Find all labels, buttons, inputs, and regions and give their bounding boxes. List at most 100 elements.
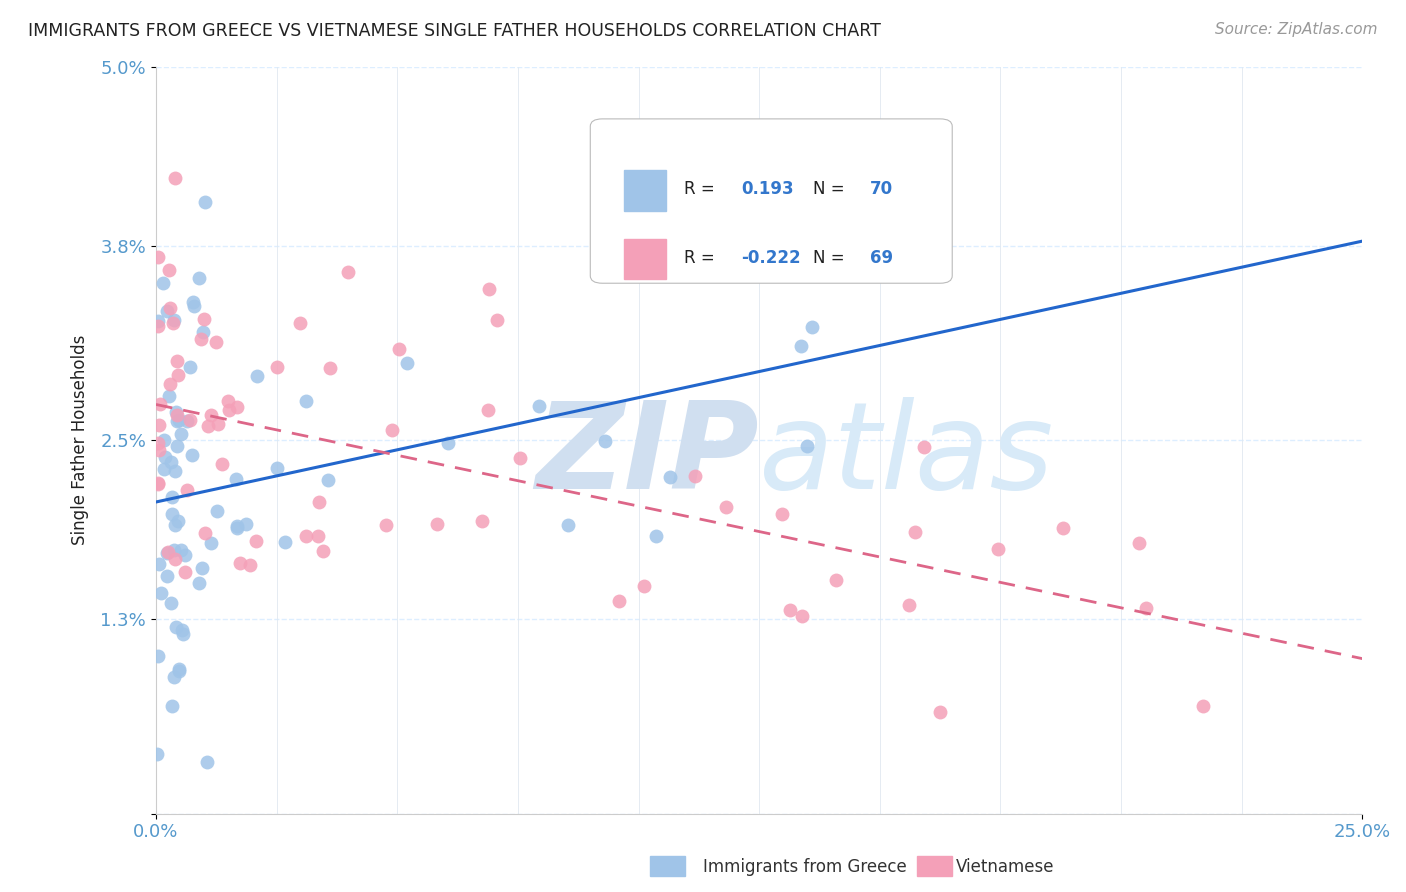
Point	[904, 525, 927, 540]
Point	[166, 354, 188, 368]
Point	[167, 368, 190, 382]
FancyBboxPatch shape	[591, 119, 952, 284]
Point	[316, 473, 339, 487]
Point	[152, 276, 174, 290]
Point	[160, 507, 183, 521]
Point	[162, 316, 184, 330]
Point	[183, 299, 205, 313]
Bar	[650, 856, 685, 876]
Text: Vietnamese: Vietnamese	[956, 858, 1054, 876]
Point	[195, 755, 218, 769]
Point	[295, 529, 318, 543]
Point	[295, 394, 318, 409]
Text: Source: ZipAtlas.com: Source: ZipAtlas.com	[1215, 22, 1378, 37]
Point	[274, 535, 297, 549]
Point	[187, 576, 209, 591]
Point	[311, 544, 333, 558]
Point	[160, 595, 183, 609]
Point	[179, 413, 201, 427]
Point	[191, 325, 214, 339]
Point	[190, 561, 212, 575]
Text: Immigrants from Greece: Immigrants from Greece	[703, 858, 907, 876]
Point	[266, 460, 288, 475]
Point	[179, 359, 201, 374]
Point	[381, 423, 404, 437]
Text: 69: 69	[870, 249, 893, 267]
Point	[165, 620, 187, 634]
Text: IMMIGRANTS FROM GREECE VS VIETNAMESE SINGLE FATHER HOUSEHOLDS CORRELATION CHART: IMMIGRANTS FROM GREECE VS VIETNAMESE SIN…	[28, 22, 882, 40]
Point	[163, 670, 186, 684]
Point	[1128, 536, 1150, 550]
Point	[149, 586, 172, 600]
Point	[197, 419, 219, 434]
Point	[163, 543, 186, 558]
Point	[165, 517, 187, 532]
Point	[148, 250, 170, 264]
Point	[527, 399, 550, 413]
Point	[163, 170, 186, 185]
Point	[396, 356, 419, 370]
Point	[148, 475, 170, 490]
Point	[987, 541, 1010, 556]
Point	[897, 598, 920, 612]
Point	[153, 461, 176, 475]
Point	[146, 747, 169, 761]
Point	[165, 405, 187, 419]
Point	[235, 516, 257, 531]
Point	[229, 556, 252, 570]
Point	[148, 436, 170, 450]
Point	[163, 312, 186, 326]
Point	[509, 451, 531, 466]
Point	[633, 579, 655, 593]
Text: 0.193: 0.193	[741, 180, 794, 198]
Point	[166, 438, 188, 452]
Point	[207, 417, 229, 431]
Point	[153, 450, 176, 465]
Point	[779, 603, 801, 617]
Point	[308, 495, 330, 509]
Point	[159, 301, 181, 315]
Bar	[624, 170, 666, 211]
Point	[176, 483, 198, 497]
Text: -0.222: -0.222	[741, 249, 801, 267]
Point	[388, 342, 411, 356]
Point	[801, 320, 824, 334]
Point	[644, 529, 666, 543]
Text: N =: N =	[814, 180, 851, 198]
Point	[245, 533, 267, 548]
Point	[928, 706, 950, 720]
Point	[607, 593, 630, 607]
Text: N =: N =	[814, 249, 851, 267]
Point	[737, 268, 759, 283]
Text: atlas: atlas	[759, 397, 1054, 514]
Point	[156, 545, 179, 559]
Point	[193, 312, 215, 326]
Point	[217, 393, 239, 408]
Point	[148, 476, 170, 491]
Point	[437, 436, 460, 450]
Point	[190, 332, 212, 346]
Point	[485, 313, 508, 327]
Point	[148, 418, 170, 433]
Point	[148, 314, 170, 328]
Point	[160, 698, 183, 713]
Point	[318, 361, 340, 376]
Point	[172, 627, 194, 641]
Point	[148, 557, 170, 571]
Point	[912, 440, 935, 454]
Point	[205, 334, 228, 349]
Point	[188, 271, 211, 285]
Point	[159, 455, 181, 469]
Point	[770, 507, 793, 521]
Point	[239, 558, 262, 573]
Text: 70: 70	[870, 180, 893, 198]
Point	[1052, 521, 1074, 535]
Point	[194, 194, 217, 209]
Point	[152, 433, 174, 447]
Point	[148, 648, 170, 663]
Point	[157, 262, 180, 277]
Point	[170, 623, 193, 637]
Point	[149, 397, 172, 411]
Point	[181, 449, 204, 463]
Point	[595, 434, 617, 449]
